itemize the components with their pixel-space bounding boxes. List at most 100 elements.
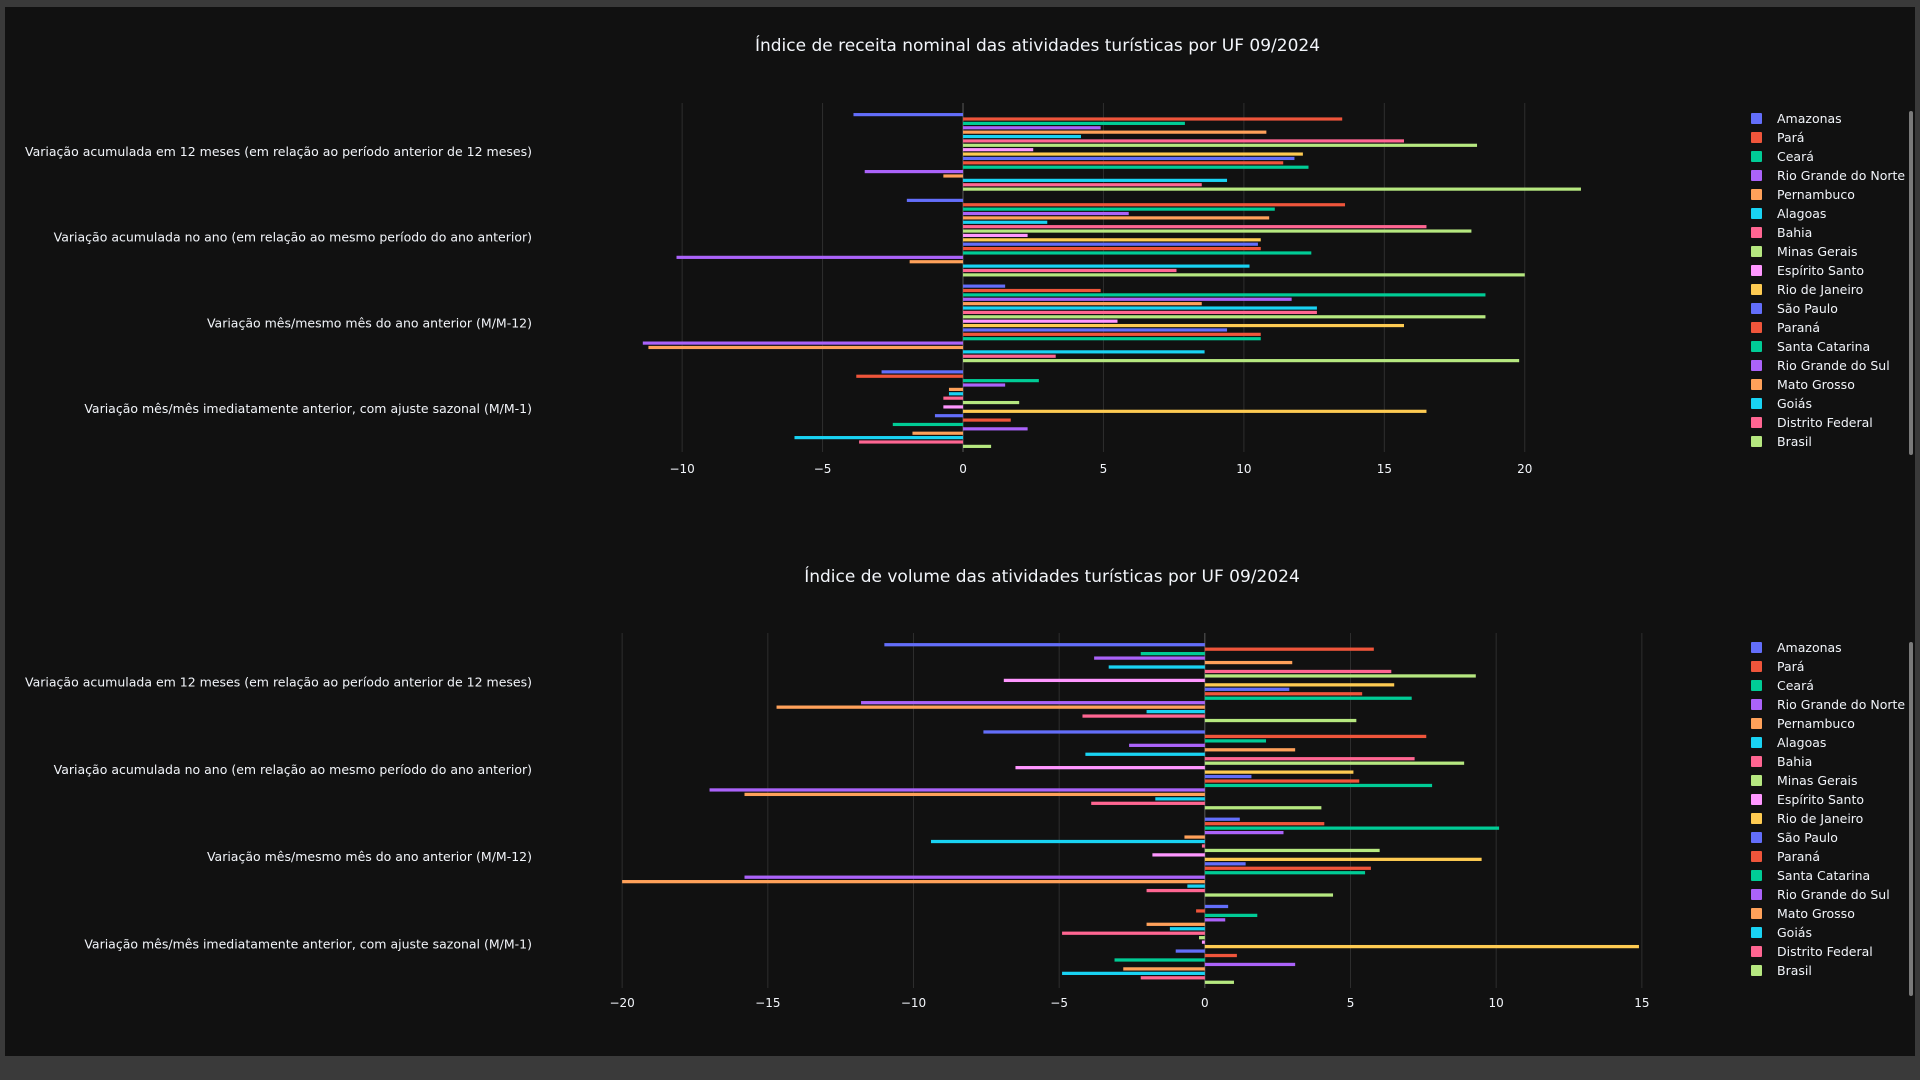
bar[interactable] [856, 374, 964, 378]
bar[interactable] [963, 284, 1006, 288]
bar[interactable] [1204, 734, 1427, 739]
legend-item[interactable]: Alagoas [1751, 204, 1826, 222]
legend-item[interactable]: Amazonas [1751, 109, 1842, 127]
legend-item[interactable]: Pará [1751, 657, 1804, 675]
legend-item[interactable]: Paraná [1751, 318, 1820, 336]
bar[interactable] [1204, 980, 1234, 984]
bar[interactable] [963, 152, 1303, 156]
bar[interactable] [1062, 971, 1205, 975]
bar[interactable] [1094, 656, 1205, 660]
bar[interactable] [963, 328, 1228, 332]
bar[interactable] [1204, 806, 1322, 810]
bar[interactable] [1003, 678, 1205, 683]
legend-item[interactable]: Rio de Janeiro [1751, 809, 1863, 827]
legend-scrollbar[interactable] [1909, 111, 1913, 455]
legend-item[interactable]: Pernambuco [1751, 714, 1855, 732]
legend-item[interactable]: Distrito Federal [1751, 413, 1873, 431]
bar[interactable] [1204, 692, 1363, 696]
bar[interactable] [1015, 766, 1205, 770]
bar[interactable] [963, 143, 1478, 147]
bar[interactable] [1204, 718, 1357, 723]
bar[interactable] [963, 117, 1343, 121]
bar[interactable] [1204, 739, 1267, 743]
bar[interactable] [622, 880, 1205, 884]
bar[interactable] [943, 405, 964, 409]
bar[interactable] [963, 319, 1118, 323]
legend-item[interactable]: Rio Grande do Norte [1751, 695, 1905, 713]
legend-item[interactable]: Rio de Janeiro [1751, 280, 1863, 298]
bar[interactable] [906, 198, 964, 202]
bar[interactable] [963, 211, 1129, 216]
bar[interactable] [963, 207, 1275, 211]
bar[interactable] [963, 302, 1202, 306]
bar[interactable] [1169, 927, 1205, 931]
legend-item[interactable]: Goiás [1751, 923, 1812, 941]
bar[interactable] [1204, 857, 1482, 861]
bar[interactable] [1204, 871, 1366, 875]
bar[interactable] [794, 436, 964, 440]
bar[interactable] [892, 422, 964, 427]
bar[interactable] [1204, 904, 1229, 909]
legend-item[interactable]: São Paulo [1751, 299, 1838, 317]
bar[interactable] [1196, 909, 1205, 913]
bar[interactable] [963, 220, 1048, 224]
bar[interactable] [709, 788, 1205, 792]
bar[interactable] [963, 139, 1404, 143]
bar[interactable] [963, 242, 1258, 246]
bar[interactable] [963, 156, 1295, 161]
bar[interactable] [648, 345, 964, 350]
legend-item[interactable]: Paraná [1751, 847, 1820, 865]
bar[interactable] [912, 431, 964, 435]
legend-item[interactable]: Mato Grosso [1751, 904, 1855, 922]
legend-item[interactable]: Mato Grosso [1751, 375, 1855, 393]
legend-item[interactable]: Pernambuco [1751, 185, 1855, 203]
legend-scrollbar[interactable] [1909, 642, 1913, 996]
bar[interactable] [963, 354, 1056, 358]
bar[interactable] [1140, 976, 1205, 980]
bar[interactable] [963, 427, 1028, 431]
bar[interactable] [963, 379, 1039, 383]
legend-item[interactable]: Santa Catarina [1751, 337, 1870, 355]
bar[interactable] [948, 392, 964, 396]
bar[interactable] [1204, 779, 1360, 783]
bar[interactable] [963, 310, 1317, 315]
bar[interactable] [963, 444, 992, 448]
bar[interactable] [963, 288, 1101, 293]
bar[interactable] [963, 337, 1261, 341]
bar[interactable] [943, 174, 964, 178]
legend-item[interactable]: Espírito Santo [1751, 790, 1864, 808]
bar[interactable] [744, 792, 1205, 797]
bar[interactable] [948, 387, 964, 391]
bar[interactable] [963, 178, 1228, 182]
bar[interactable] [1175, 949, 1205, 953]
legend-item[interactable]: Minas Gerais [1751, 242, 1858, 260]
bar[interactable] [1204, 848, 1380, 853]
bar[interactable] [1204, 962, 1296, 967]
legend-item[interactable]: Brasil [1751, 432, 1812, 450]
bar[interactable] [963, 273, 1525, 277]
legend-item[interactable]: Ceará [1751, 676, 1814, 694]
bar[interactable] [963, 409, 1427, 413]
bar[interactable] [859, 440, 964, 444]
bar[interactable] [963, 383, 1006, 387]
bar[interactable] [1187, 884, 1205, 888]
bar[interactable] [930, 839, 1205, 844]
bar[interactable] [963, 161, 1284, 165]
bar[interactable] [963, 251, 1312, 255]
bar[interactable] [1204, 674, 1476, 678]
bar[interactable] [1204, 783, 1433, 788]
bar[interactable] [642, 341, 964, 345]
bar[interactable] [1204, 696, 1412, 700]
bar[interactable] [1140, 652, 1205, 656]
bar[interactable] [943, 396, 964, 400]
bar[interactable] [1204, 822, 1325, 826]
bar[interactable] [963, 359, 1520, 363]
legend-item[interactable]: Amazonas [1751, 638, 1842, 656]
legend-item[interactable]: São Paulo [1751, 828, 1838, 846]
bar[interactable] [1204, 647, 1374, 651]
legend-item[interactable]: Distrito Federal [1751, 942, 1873, 960]
legend-item[interactable]: Goiás [1751, 394, 1812, 412]
bar[interactable] [1204, 761, 1465, 765]
bar[interactable] [1062, 931, 1205, 935]
bar[interactable] [963, 297, 1292, 301]
